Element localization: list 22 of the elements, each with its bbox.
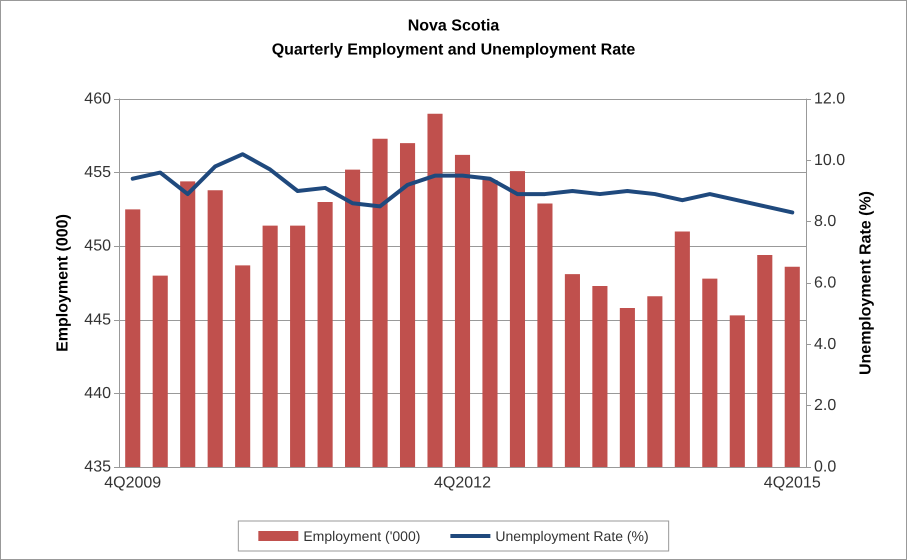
y2-tick-label: 12.0 — [814, 90, 846, 108]
legend-label: Employment ('000) — [303, 528, 420, 544]
y2-tick-label: 4.0 — [814, 336, 836, 353]
y-axis-title: Employment (000) — [54, 214, 72, 352]
x-tick-label: 4Q2015 — [764, 474, 821, 492]
chart-title: Nova Scotia Quarterly Employment and Unemployment Rate — [272, 18, 636, 58]
legend-label: Unemployment Rate (%) — [495, 528, 649, 544]
y-tick-label: 455 — [84, 164, 112, 182]
y-tick-label: 445 — [84, 311, 112, 328]
x-tick-label: 4Q2012 — [434, 474, 492, 492]
y2-tick-label: 10.0 — [814, 152, 846, 169]
y2-tick-label: 6.0 — [814, 274, 836, 292]
y2-tick-label: 2.0 — [814, 397, 836, 414]
y-tick-label: 440 — [84, 384, 112, 402]
y2-axis-title: Unemployment Rate (%) — [858, 190, 874, 376]
line-series — [130, 152, 794, 214]
y2-tick-label: 0.0 — [814, 458, 836, 476]
y-tick-label: 450 — [84, 238, 112, 255]
y-tick-label: 435 — [84, 458, 112, 476]
y2-tick-label: 8.0 — [814, 213, 836, 230]
x-tick-label: 4Q2009 — [104, 474, 162, 492]
y-tick-label: 460 — [84, 90, 112, 108]
